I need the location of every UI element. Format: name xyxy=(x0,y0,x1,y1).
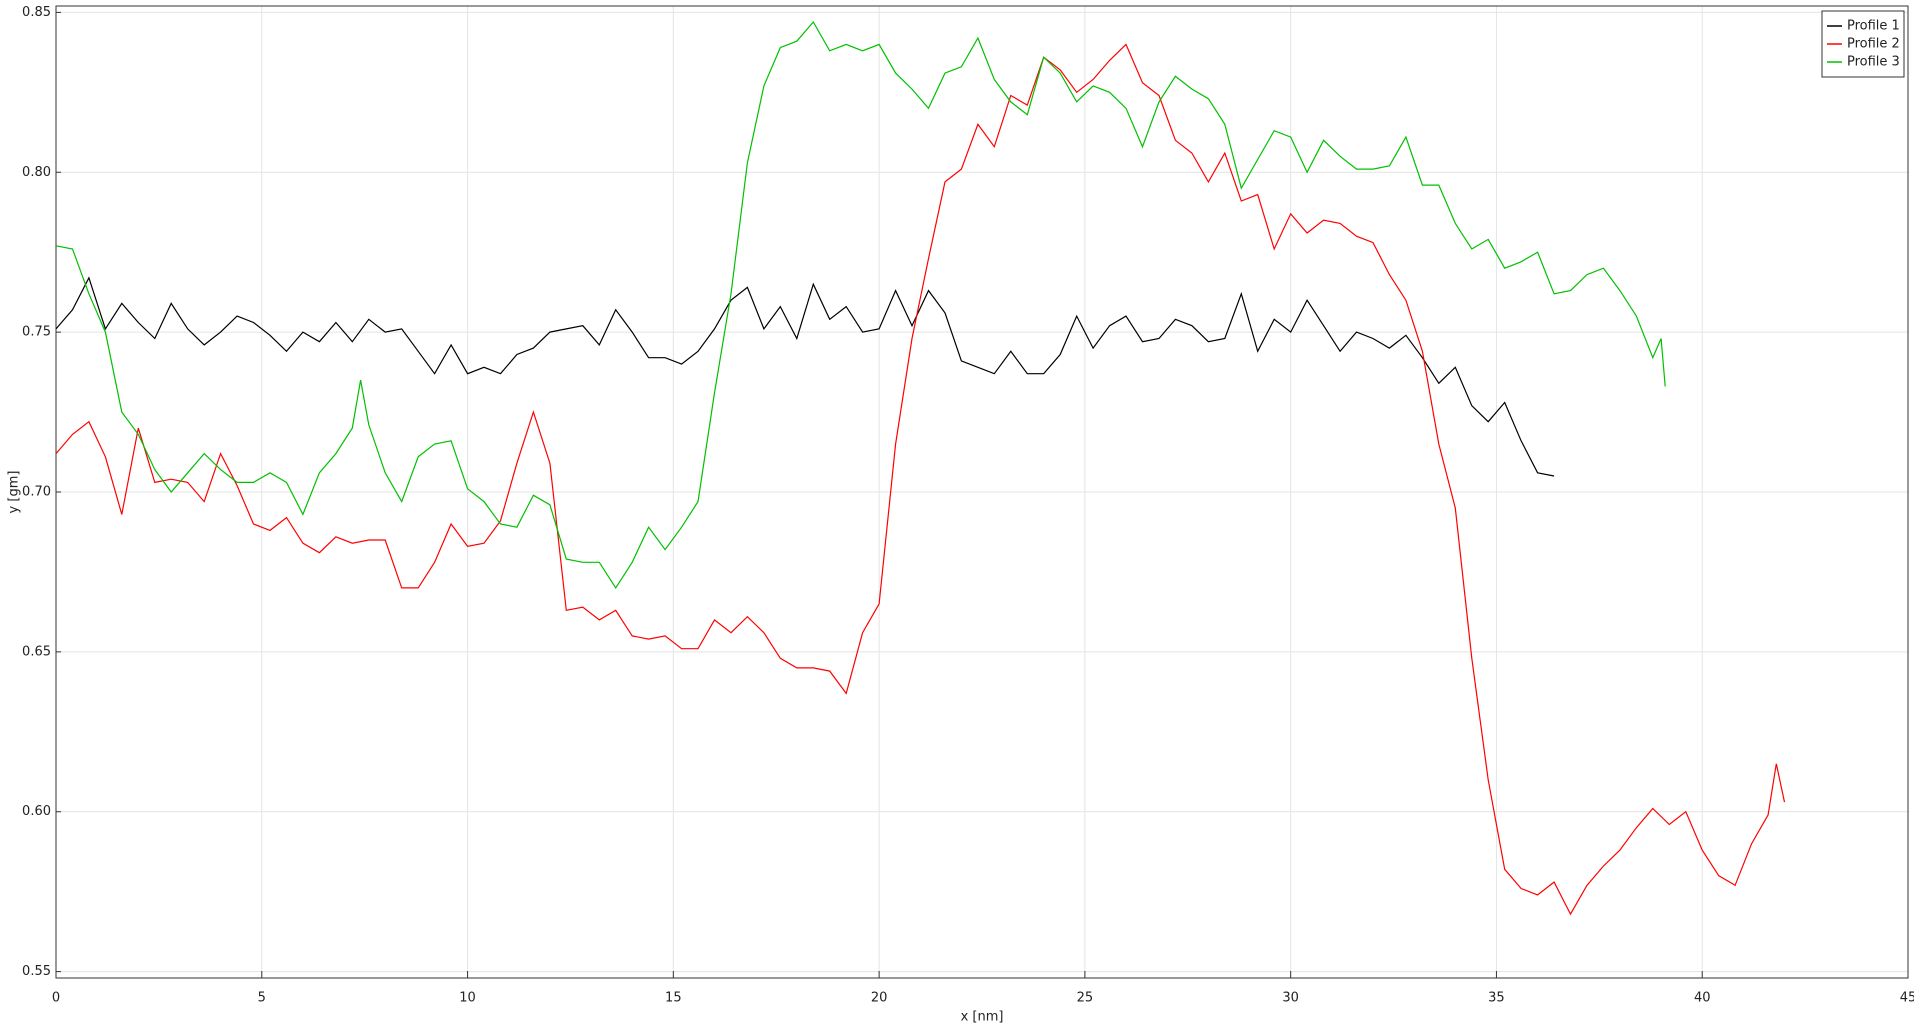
y-tick-label: 0.55 xyxy=(22,964,51,979)
y-tick-label: 0.65 xyxy=(22,644,51,659)
profile-line xyxy=(55,20,1666,590)
x-tick-label: 0 xyxy=(52,991,60,1006)
y-tick-label: 0.75 xyxy=(22,325,51,340)
y-tick-label: 0.80 xyxy=(22,165,51,180)
y-tick-label: 0.60 xyxy=(22,804,51,819)
x-tick-label: 35 xyxy=(1488,991,1505,1006)
x-tick-label: 25 xyxy=(1077,991,1094,1006)
x-tick-label: 40 xyxy=(1694,991,1711,1006)
y-axis-label: y [gm] xyxy=(7,471,22,514)
profile-line xyxy=(55,43,1786,916)
x-tick-label: 15 xyxy=(665,991,682,1006)
legend-label: Profile 2 xyxy=(1847,37,1900,52)
x-axis-label: x [nm] xyxy=(961,1010,1004,1025)
legend: Profile 1 Profile 2 Profile 3 xyxy=(1821,10,1905,78)
legend-label: Profile 1 xyxy=(1847,19,1900,34)
x-tick-label: 10 xyxy=(459,991,476,1006)
y-tick-label: 0.85 xyxy=(22,5,51,20)
plot-frame xyxy=(55,5,1909,979)
x-tick-label: 20 xyxy=(871,991,888,1006)
legend-box xyxy=(1821,10,1905,78)
x-tick-label: 30 xyxy=(1282,991,1299,1006)
legend-label: Profile 3 xyxy=(1847,55,1900,70)
y-tick-label: 0.70 xyxy=(22,485,51,500)
x-tick-label: 5 xyxy=(258,991,266,1006)
x-tick-label: 45 xyxy=(1900,991,1914,1006)
profile-line xyxy=(55,276,1555,477)
